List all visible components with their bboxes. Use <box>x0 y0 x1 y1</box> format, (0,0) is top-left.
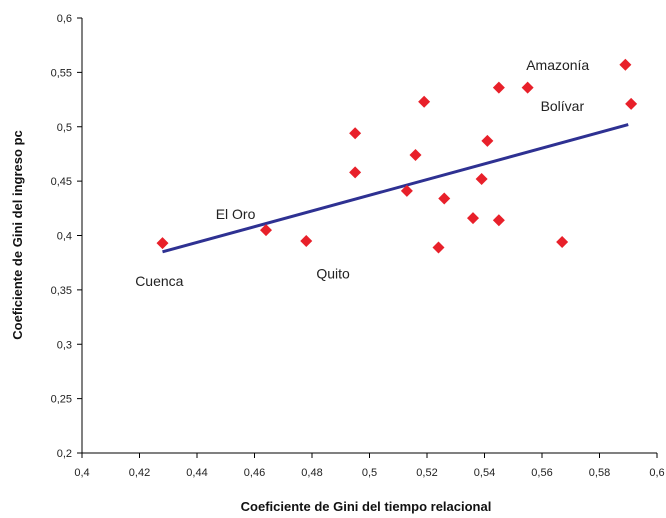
data-point <box>492 81 505 94</box>
y-tick-label: 0,4 <box>57 231 72 243</box>
point-annotation: Bolívar <box>541 98 585 114</box>
y-tick-label: 0,3 <box>57 339 72 351</box>
tick-labels: 0,4 0,42 0,44 0,46 0,48 0,5 0,52 0,54 0,56 0,58 0,… <box>51 13 665 479</box>
data-point <box>349 127 362 140</box>
x-tick-label: 0,56 <box>531 467 552 479</box>
data-point <box>467 212 479 225</box>
data-point <box>418 95 431 108</box>
y-tick-label: 0,55 <box>51 67 72 79</box>
data-point <box>521 81 534 94</box>
x-tick-label: 0,4 <box>74 467 89 479</box>
data-point <box>260 224 272 237</box>
y-tick-label: 0,2 <box>57 448 72 460</box>
data-point <box>438 192 451 205</box>
x-tick-label: 0,54 <box>474 467 495 479</box>
data-point <box>349 166 362 179</box>
axes <box>77 17 658 458</box>
x-tick-label: 0,5 <box>362 467 377 479</box>
x-tick-label: 0,42 <box>129 467 150 479</box>
data-point <box>300 234 313 247</box>
data-point <box>556 236 569 249</box>
point-annotation: Quito <box>316 266 350 282</box>
annotations: Amazonía Bolívar El Oro Cuenca Quito <box>135 57 589 289</box>
x-tick-label: 0,44 <box>186 467 207 479</box>
data-points <box>156 58 638 254</box>
data-point <box>400 184 413 197</box>
data-point <box>492 214 505 227</box>
point-annotation: Cuenca <box>135 273 183 289</box>
x-tick-label: 0,6 <box>649 467 664 479</box>
data-point <box>409 149 422 162</box>
data-point <box>156 237 169 250</box>
point-annotation: Amazonía <box>526 57 589 73</box>
y-tick-label: 0,35 <box>51 285 72 297</box>
y-tick-label: 0,45 <box>51 176 72 188</box>
y-tick-label: 0,5 <box>57 122 72 134</box>
x-tick-label: 0,58 <box>589 467 610 479</box>
data-point <box>625 97 638 110</box>
trendline-group <box>162 123 629 254</box>
data-point <box>432 241 445 254</box>
data-point <box>481 134 494 147</box>
data-point <box>475 172 488 185</box>
data-point <box>619 58 632 71</box>
y-tick-label: 0,25 <box>51 394 72 406</box>
y-axis-title: Coeficiente de Gini del ingreso pc <box>10 130 25 340</box>
y-tick-label: 0,6 <box>57 13 72 25</box>
x-tick-label: 0,48 <box>301 467 322 479</box>
trendline <box>162 123 629 254</box>
x-axis-title: Coeficiente de Gini del tiempo relaciona… <box>241 499 492 514</box>
x-tick-label: 0,46 <box>244 467 265 479</box>
x-tick-label: 0,52 <box>416 467 437 479</box>
point-annotation: El Oro <box>216 206 256 222</box>
